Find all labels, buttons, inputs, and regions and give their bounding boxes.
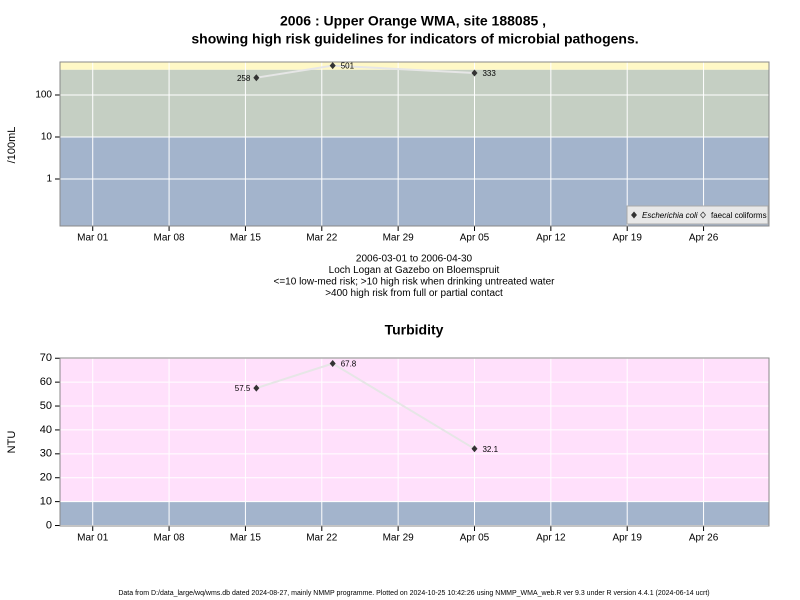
x-tick-label: Mar 22: [306, 533, 338, 544]
risk-band: [60, 62, 769, 70]
y-tick-label: 60: [40, 376, 52, 388]
x-tick-label: Apr 12: [536, 533, 566, 544]
x-tick-label: Apr 19: [612, 533, 642, 544]
legend-label: faecal coliforms: [711, 211, 767, 220]
legend-label: Escherichia coli: [642, 211, 698, 220]
x-tick-label: Apr 05: [460, 233, 490, 244]
legend-marker: [631, 211, 637, 219]
chart-title: 2006 : Upper Orange WMA, site 188085 ,: [280, 13, 546, 29]
x-tick-label: Apr 05: [460, 533, 490, 544]
x-tick-label: Apr 26: [689, 533, 719, 544]
data-label: 67.8: [341, 360, 357, 369]
caption: >400 high risk from full or partial cont…: [325, 288, 503, 299]
caption: <=10 low-med risk; >10 high risk when dr…: [274, 277, 556, 288]
y-tick-label: 100: [35, 90, 52, 101]
data-point: [253, 384, 260, 392]
risk-band: [60, 69, 769, 137]
risk-band: [60, 501, 769, 526]
x-tick-label: Apr 19: [612, 233, 642, 244]
x-tick-label: Mar 01: [77, 533, 109, 544]
data-label: 32.1: [482, 445, 498, 454]
caption: Loch Logan at Gazebo on Bloemspruit: [329, 265, 500, 276]
legend-box: [626, 205, 769, 225]
x-tick-label: Mar 08: [154, 233, 186, 244]
legend-marker: [700, 211, 706, 219]
data-label: 57.5: [235, 384, 251, 393]
chart-title: Turbidity: [385, 322, 444, 338]
data-point: [471, 69, 478, 77]
chart-subtitle: showing high risk guidelines for indicat…: [191, 31, 638, 47]
x-tick-label: Mar 01: [77, 233, 109, 244]
y-tick-label: 0: [46, 519, 52, 531]
data-label: 258: [237, 74, 251, 83]
x-tick-label: Mar 08: [154, 533, 186, 544]
y-axis-label: /100mL: [6, 127, 18, 164]
data-point: [329, 359, 336, 367]
x-tick-label: Mar 22: [306, 233, 338, 244]
footer: Data from D:/data_large/wq/wms.db dated …: [118, 590, 709, 597]
y-tick-label: 50: [40, 400, 52, 412]
plot-frame: [59, 357, 770, 527]
y-tick-label: 10: [41, 132, 53, 143]
y-tick-label: 10: [40, 496, 52, 508]
data-point: [253, 74, 260, 82]
y-tick-label: 30: [40, 448, 52, 460]
y-tick-label: 40: [40, 424, 52, 436]
x-tick-label: Apr 26: [689, 233, 719, 244]
data-label: 501: [341, 62, 355, 71]
data-point: [471, 445, 478, 453]
plot-frame: [59, 61, 770, 227]
x-tick-label: Mar 29: [383, 233, 415, 244]
y-tick-label: 20: [40, 472, 52, 484]
y-axis-label: NTU: [6, 431, 18, 454]
x-tick-label: Apr 12: [536, 233, 566, 244]
y-tick-label: 70: [40, 352, 52, 364]
x-tick-label: Mar 15: [230, 533, 262, 544]
data-point: [329, 62, 336, 70]
x-tick-label: Mar 15: [230, 233, 262, 244]
data-label: 333: [482, 69, 496, 78]
x-tick-label: Mar 29: [383, 533, 415, 544]
caption: 2006-03-01 to 2006-04-30: [356, 254, 473, 265]
y-tick-label: 1: [46, 174, 52, 185]
